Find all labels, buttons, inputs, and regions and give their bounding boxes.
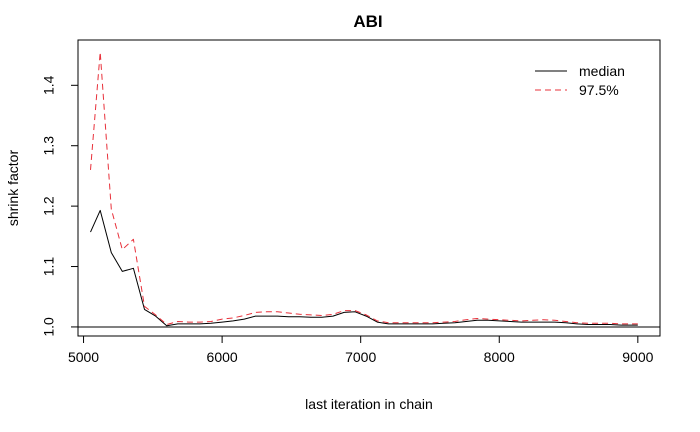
x-axis-label: last iteration in chain bbox=[305, 396, 433, 412]
chart-title: ABI bbox=[353, 12, 382, 31]
legend-label-97-5: 97.5% bbox=[579, 82, 619, 98]
y-tick-label: 1.4 bbox=[41, 75, 57, 95]
y-tick-label: 1.0 bbox=[41, 317, 57, 337]
series-group bbox=[90, 51, 638, 327]
y-tick-label: 1.3 bbox=[41, 136, 57, 156]
plot-frame bbox=[77, 39, 661, 337]
series-line-median bbox=[90, 209, 638, 327]
x-tick-label: 9000 bbox=[622, 349, 653, 365]
series-line-97-5 bbox=[90, 51, 638, 325]
y-axis: 1.0 1.1 1.2 1.3 1.4 bbox=[41, 75, 79, 337]
legend-label-median: median bbox=[579, 63, 625, 79]
y-tick-label: 1.1 bbox=[41, 257, 57, 277]
legend: median 97.5% bbox=[535, 63, 625, 98]
x-axis: 5000 6000 7000 8000 9000 bbox=[68, 335, 654, 365]
y-axis-label: shrink factor bbox=[5, 150, 21, 227]
x-tick-label: 6000 bbox=[207, 349, 238, 365]
x-tick-label: 5000 bbox=[68, 349, 99, 365]
x-tick-label: 7000 bbox=[345, 349, 376, 365]
x-tick-label: 8000 bbox=[484, 349, 515, 365]
y-tick-label: 1.2 bbox=[41, 196, 57, 216]
